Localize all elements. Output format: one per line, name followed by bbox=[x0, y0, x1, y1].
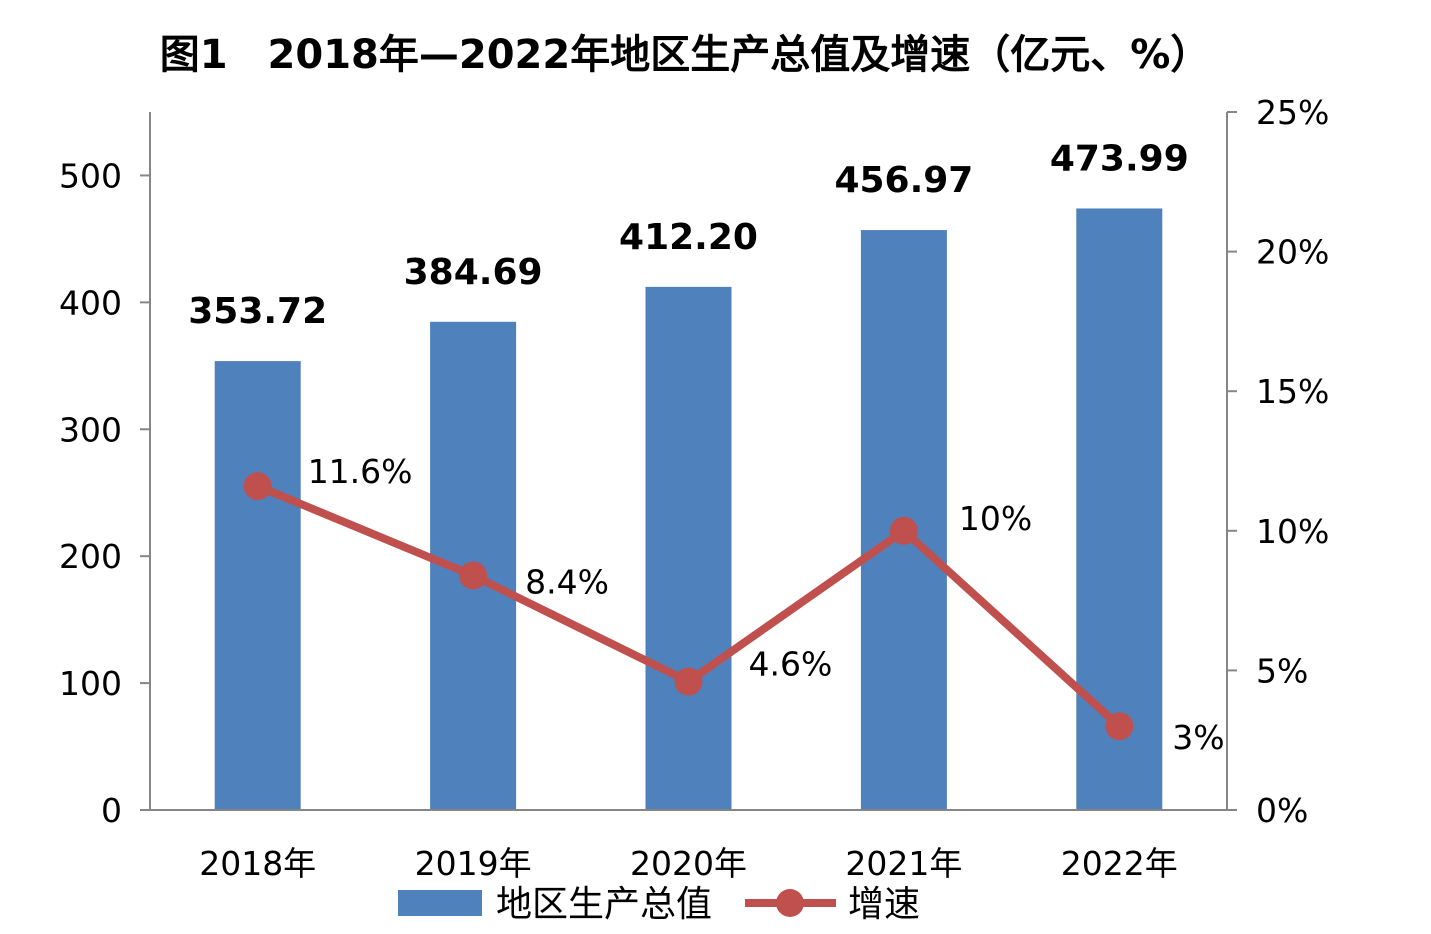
y-right-tick-label-0: 0% bbox=[1256, 791, 1308, 830]
y-right-tick-label-4: 20% bbox=[1256, 233, 1329, 272]
bar-value-label-4: 473.99 bbox=[1050, 138, 1189, 179]
legend-swatch-gdp bbox=[398, 890, 482, 916]
x-tick-label-3: 2021年 bbox=[845, 844, 962, 883]
legend-label-gdp: 地区生产总值 bbox=[496, 884, 712, 925]
x-tick-label-1: 2019年 bbox=[415, 844, 532, 883]
growth-value-label-4: 3% bbox=[1172, 718, 1224, 757]
bar-0 bbox=[214, 361, 301, 810]
growth-point-4 bbox=[1105, 712, 1134, 741]
y-right-tick-label-1: 5% bbox=[1256, 651, 1308, 690]
bar-4 bbox=[1076, 208, 1163, 810]
y-left-tick-label-5: 500 bbox=[59, 156, 122, 195]
data-labels: 353.72 384.69 412.20 456.97 473.99 11.6% 8.4% 4… bbox=[188, 138, 1224, 757]
y-right-tick-label-5: 25% bbox=[1256, 93, 1329, 132]
growth-value-label-3: 10% bbox=[959, 499, 1032, 538]
axes: 0 100 200 300 400 500 0% 5% 10% 15% 20% 25% 2018年 201… bbox=[59, 93, 1329, 883]
x-tick-label-4: 2022年 bbox=[1061, 844, 1178, 883]
y-left-tick-label-4: 400 bbox=[59, 283, 122, 322]
y-left-tick-label-3: 300 bbox=[59, 410, 122, 449]
legend-marker-growth bbox=[776, 889, 804, 917]
x-tick-label-0: 2018年 bbox=[199, 844, 316, 883]
growth-value-label-1: 8.4% bbox=[525, 562, 609, 601]
growth-value-label-0: 11.6% bbox=[308, 452, 413, 491]
bar-value-label-2: 412.20 bbox=[619, 217, 758, 258]
y-right-tick-label-2: 10% bbox=[1256, 512, 1329, 551]
y-left-tick-label-1: 100 bbox=[59, 664, 122, 703]
legend: 地区生产总值 增速 bbox=[398, 884, 920, 925]
x-tick-label-2: 2020年 bbox=[630, 844, 747, 883]
growth-point-3 bbox=[889, 516, 918, 545]
bar-2 bbox=[645, 286, 732, 810]
y-left-tick-label-2: 200 bbox=[59, 537, 122, 576]
growth-point-2 bbox=[674, 667, 703, 696]
growth-point-0 bbox=[243, 472, 272, 501]
legend-label-growth: 增速 bbox=[848, 884, 920, 925]
y-left-tick-label-0: 0 bbox=[101, 791, 122, 830]
growth-value-label-2: 4.6% bbox=[749, 645, 833, 684]
bar-value-label-1: 384.69 bbox=[404, 252, 543, 293]
y-right-tick-label-3: 15% bbox=[1256, 372, 1329, 411]
bar-value-label-3: 456.97 bbox=[834, 160, 973, 201]
growth-line-series bbox=[243, 472, 1134, 741]
growth-point-1 bbox=[459, 561, 488, 590]
bar-value-label-0: 353.72 bbox=[188, 291, 327, 332]
chart-title: 图1 2018年—2022年地区生产总值及增速（亿元、%） bbox=[160, 32, 1211, 78]
